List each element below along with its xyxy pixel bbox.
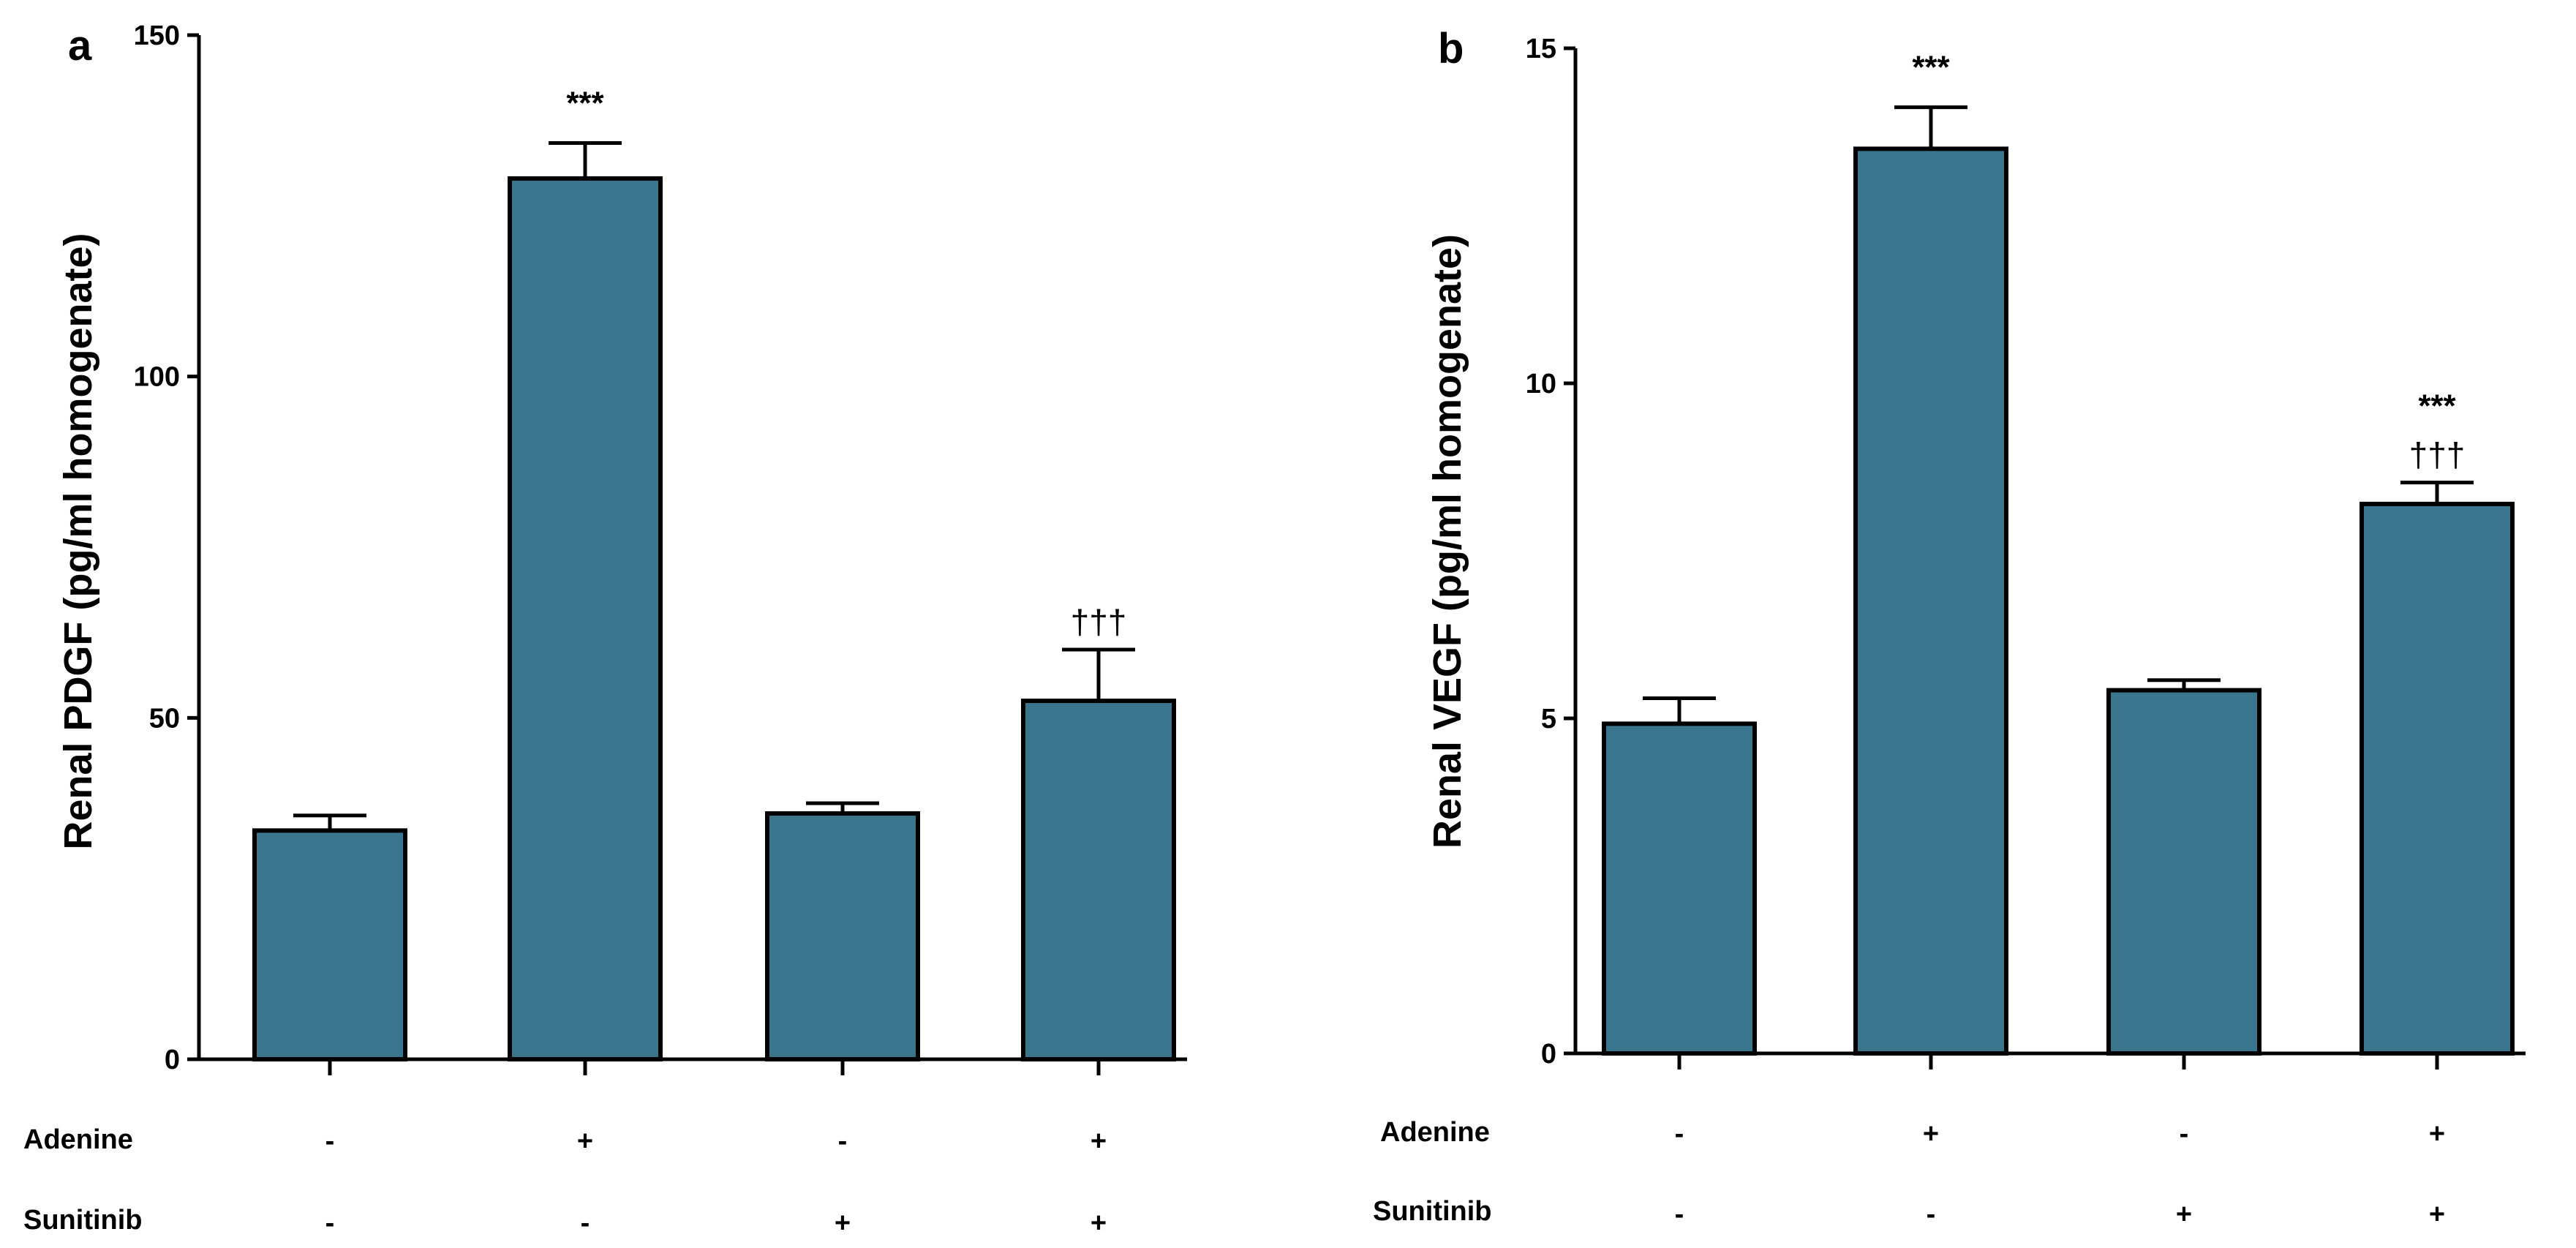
- condition-sign: -: [1675, 1199, 1684, 1230]
- y-tick-label: 10: [1526, 369, 1556, 399]
- condition-sign: +: [1923, 1119, 1939, 1149]
- y-tick-label: 150: [134, 20, 180, 51]
- bar: [508, 176, 663, 1061]
- condition-sign: -: [2180, 1119, 2189, 1149]
- bar: [1853, 146, 2008, 1056]
- bar: [765, 811, 920, 1061]
- y-tick-label: 100: [134, 362, 180, 393]
- significance-stars: ***: [566, 85, 604, 121]
- significance-stars: ***: [2418, 388, 2456, 424]
- panel-letter: a: [68, 22, 92, 69]
- panel-a: a Renal PDGF (pg/ml homogenate) Adenine …: [23, 20, 1187, 1238]
- significance-stars: ***: [1912, 50, 1950, 86]
- bar: [2106, 688, 2261, 1056]
- condition-sign: +: [835, 1208, 851, 1238]
- condition-sign: -: [1927, 1199, 1936, 1230]
- significance-dagger: †††: [1071, 603, 1127, 641]
- condition-sign: +: [1091, 1208, 1107, 1238]
- row-label-sunitinib: Sunitinib: [1373, 1196, 1492, 1227]
- y-tick-label: 0: [1541, 1039, 1556, 1070]
- row-label-adenine: Adenine: [23, 1124, 133, 1155]
- condition-sign: +: [1091, 1126, 1107, 1157]
- condition-sign: +: [2429, 1119, 2445, 1149]
- bar: [252, 828, 407, 1062]
- y-tick-label: 5: [1541, 704, 1556, 734]
- condition-sign: -: [325, 1208, 335, 1238]
- y-axis-label: Renal PDGF (pg/ml homogenate): [56, 233, 100, 849]
- condition-sign: -: [581, 1208, 590, 1238]
- condition-sign: -: [1675, 1119, 1684, 1149]
- y-axis-label: Renal VEGF (pg/ml homogenate): [1426, 234, 1469, 849]
- bar: [1602, 721, 1757, 1056]
- row-label-adenine: Adenine: [1380, 1117, 1490, 1148]
- condition-sign: -: [325, 1126, 335, 1157]
- significance-dagger: †††: [2409, 436, 2466, 474]
- condition-sign: +: [2429, 1199, 2445, 1230]
- bar: [1021, 699, 1176, 1061]
- bar: [2360, 501, 2515, 1056]
- y-tick-label: 15: [1526, 34, 1556, 64]
- y-tick-label: 50: [149, 703, 180, 734]
- panel-b: b Renal VEGF (pg/ml homogenate) Adenine …: [1373, 25, 2526, 1230]
- panel-letter: b: [1438, 25, 1464, 72]
- condition-sign: +: [577, 1126, 593, 1157]
- y-tick-label: 0: [165, 1045, 180, 1075]
- row-label-sunitinib: Sunitinib: [23, 1205, 143, 1236]
- condition-sign: +: [2176, 1199, 2192, 1230]
- condition-sign: -: [838, 1126, 848, 1157]
